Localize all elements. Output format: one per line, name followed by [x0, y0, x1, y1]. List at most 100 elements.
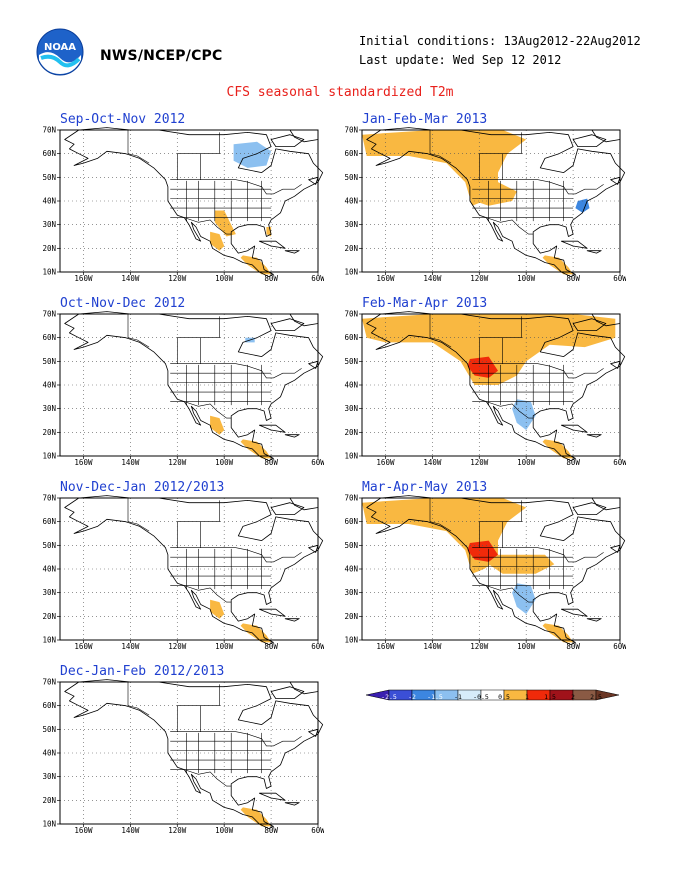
lat-tick-label: 70N	[344, 310, 358, 319]
map-panel-mam-2013: 70N 60N 50N 40N 30N 20N 10N 160W 140W 120W 100W 80W…	[336, 494, 626, 649]
political-borders	[127, 682, 302, 787]
lon-tick-label: 80W	[566, 458, 580, 465]
map-svg: 70N 60N 50N 40N 30N 20N 10N 160W 140W 120W 100W 80W…	[42, 678, 324, 833]
lat-tick-label: 20N	[344, 612, 358, 621]
legend-label: -0.5	[473, 693, 489, 701]
lon-tick-label: 80W	[264, 274, 278, 281]
lon-tick-label: 100W	[517, 274, 536, 281]
lon-tick-label: 100W	[215, 274, 234, 281]
lat-tick-label: 30N	[42, 404, 56, 413]
political-borders	[429, 314, 604, 419]
lat-tick-label: 50N	[344, 541, 358, 550]
lon-tick-label: 140W	[121, 274, 140, 281]
panel-title-fma-2013: Feb-Mar-Apr 2013	[362, 296, 488, 311]
map-panel-djf-2012-2013: 70N 60N 50N 40N 30N 20N 10N 160W 140W 120W 100W 80W…	[34, 678, 324, 833]
lat-tick-label: 70N	[344, 126, 358, 135]
lat-tick-label: 50N	[42, 173, 56, 182]
lon-tick-label: 120W	[470, 274, 489, 281]
coastline	[366, 495, 626, 646]
lat-tick-label: 60N	[42, 701, 56, 710]
lon-tick-label: 60W	[311, 458, 324, 465]
lon-tick-label: 160W	[74, 274, 93, 281]
lon-tick-label: 140W	[423, 458, 442, 465]
lat-tick-label: 40N	[42, 565, 56, 574]
lon-tick-label: 120W	[470, 642, 489, 649]
anomaly-region-warm-alaska-canada	[362, 314, 616, 385]
map-svg: 70N 60N 50N 40N 30N 20N 10N 160W 140W 120W 100W 80W…	[42, 310, 324, 465]
product-title: CFS seasonal standardized T2m	[226, 85, 454, 100]
lat-tick-label: 40N	[42, 197, 56, 206]
lat-tick-label: 70N	[42, 494, 56, 503]
lon-tick-label: 60W	[311, 642, 324, 649]
lon-tick-label: 160W	[376, 642, 395, 649]
lat-tick-label: 20N	[42, 796, 56, 805]
lat-tick-label: 60N	[42, 149, 56, 158]
lat-tick-label: 20N	[344, 428, 358, 437]
lat-tick-label: 10N	[344, 268, 358, 277]
lat-tick-label: 60N	[344, 517, 358, 526]
lat-tick-label: 70N	[42, 678, 56, 687]
lat-tick-label: 40N	[344, 565, 358, 574]
anomaly-region-warm-sw-mexico-coast	[210, 231, 225, 251]
lat-tick-label: 20N	[344, 244, 358, 253]
lon-tick-label: 60W	[311, 826, 324, 833]
lon-tick-label: 60W	[613, 642, 626, 649]
legend-label: 2.5	[590, 693, 602, 701]
lon-tick-label: 80W	[264, 826, 278, 833]
panel-title-ond-2012: Oct-Nov-Dec 2012	[60, 296, 186, 311]
lon-tick-label: 140W	[423, 642, 442, 649]
lon-tick-label: 60W	[613, 274, 626, 281]
anomaly-region-warm-sw-mexico-coast	[210, 599, 225, 619]
anomaly-region-warm-central-america	[240, 623, 272, 643]
lon-tick-label: 100W	[517, 642, 536, 649]
lat-tick-label: 10N	[344, 636, 358, 645]
lon-tick-label: 100W	[215, 458, 234, 465]
lat-tick-label: 40N	[42, 381, 56, 390]
political-borders	[429, 498, 604, 603]
map-svg: 70N 60N 50N 40N 30N 20N 10N 160W 140W 120W 100W 80W…	[344, 494, 626, 649]
agency-name: NWS/NCEP/CPC	[100, 48, 223, 64]
lon-tick-label: 140W	[121, 458, 140, 465]
lat-tick-label: 60N	[42, 333, 56, 342]
legend-label: -2.5	[381, 693, 397, 701]
political-borders	[127, 314, 302, 419]
anomaly-region-warm-sw-mexico-coast	[210, 415, 225, 435]
map-svg: 70N 60N 50N 40N 30N 20N 10N 160W 140W 120W 100W 80W…	[344, 126, 626, 281]
legend-colorbar: -2.5 -2 -1.5 -1 -0.5 0.5 1 1.5 2 2.5	[365, 689, 620, 701]
lon-tick-label: 120W	[168, 642, 187, 649]
legend-label: 0.5	[498, 693, 510, 701]
lat-tick-label: 50N	[42, 725, 56, 734]
logo-text: NOAA	[44, 42, 76, 53]
anomaly-region-cold-mid-atlantic	[575, 198, 590, 213]
anomaly-region-warm-texas-gulf	[214, 210, 236, 237]
lon-tick-label: 60W	[613, 458, 626, 465]
lon-tick-label: 60W	[311, 274, 324, 281]
panel-title-ndj-2012-2013: Nov-Dec-Jan 2012/2013	[60, 480, 225, 495]
lon-tick-label: 160W	[74, 826, 93, 833]
lat-tick-label: 30N	[42, 588, 56, 597]
initial-conditions: Initial conditions: 13Aug2012-22Aug2012	[359, 34, 641, 48]
map-panel-son-2012: 70N 60N 50N 40N 30N 20N 10N 160W 140W 120W 100W 80W…	[34, 126, 324, 281]
anomaly-region-warm-pacific-northwest	[469, 182, 517, 206]
lat-tick-label: 20N	[42, 244, 56, 253]
anomaly-region-hot-pacific-northwest	[467, 540, 498, 562]
lat-tick-label: 60N	[344, 149, 358, 158]
lon-tick-label: 140W	[121, 642, 140, 649]
lat-tick-label: 30N	[42, 220, 56, 229]
political-borders	[429, 130, 604, 235]
lat-tick-label: 60N	[42, 517, 56, 526]
anomaly-region-warm-central-america	[542, 623, 574, 643]
noaa-logo-icon: NOAA	[36, 28, 84, 76]
lat-tick-label: 40N	[344, 197, 358, 206]
lat-tick-label: 20N	[42, 428, 56, 437]
lat-tick-label: 20N	[42, 612, 56, 621]
lon-tick-label: 120W	[168, 274, 187, 281]
lat-tick-label: 10N	[42, 452, 56, 461]
anomaly-region-warm-central-america	[240, 807, 272, 827]
lon-tick-label: 80W	[566, 274, 580, 281]
anomaly-region-warm-central-america	[542, 255, 574, 275]
map-svg: 70N 60N 50N 40N 30N 20N 10N 160W 140W 120W 100W 80W…	[344, 310, 626, 465]
lon-tick-label: 140W	[121, 826, 140, 833]
lat-tick-label: 10N	[42, 268, 56, 277]
last-update: Last update: Wed Sep 12 2012	[359, 53, 562, 67]
